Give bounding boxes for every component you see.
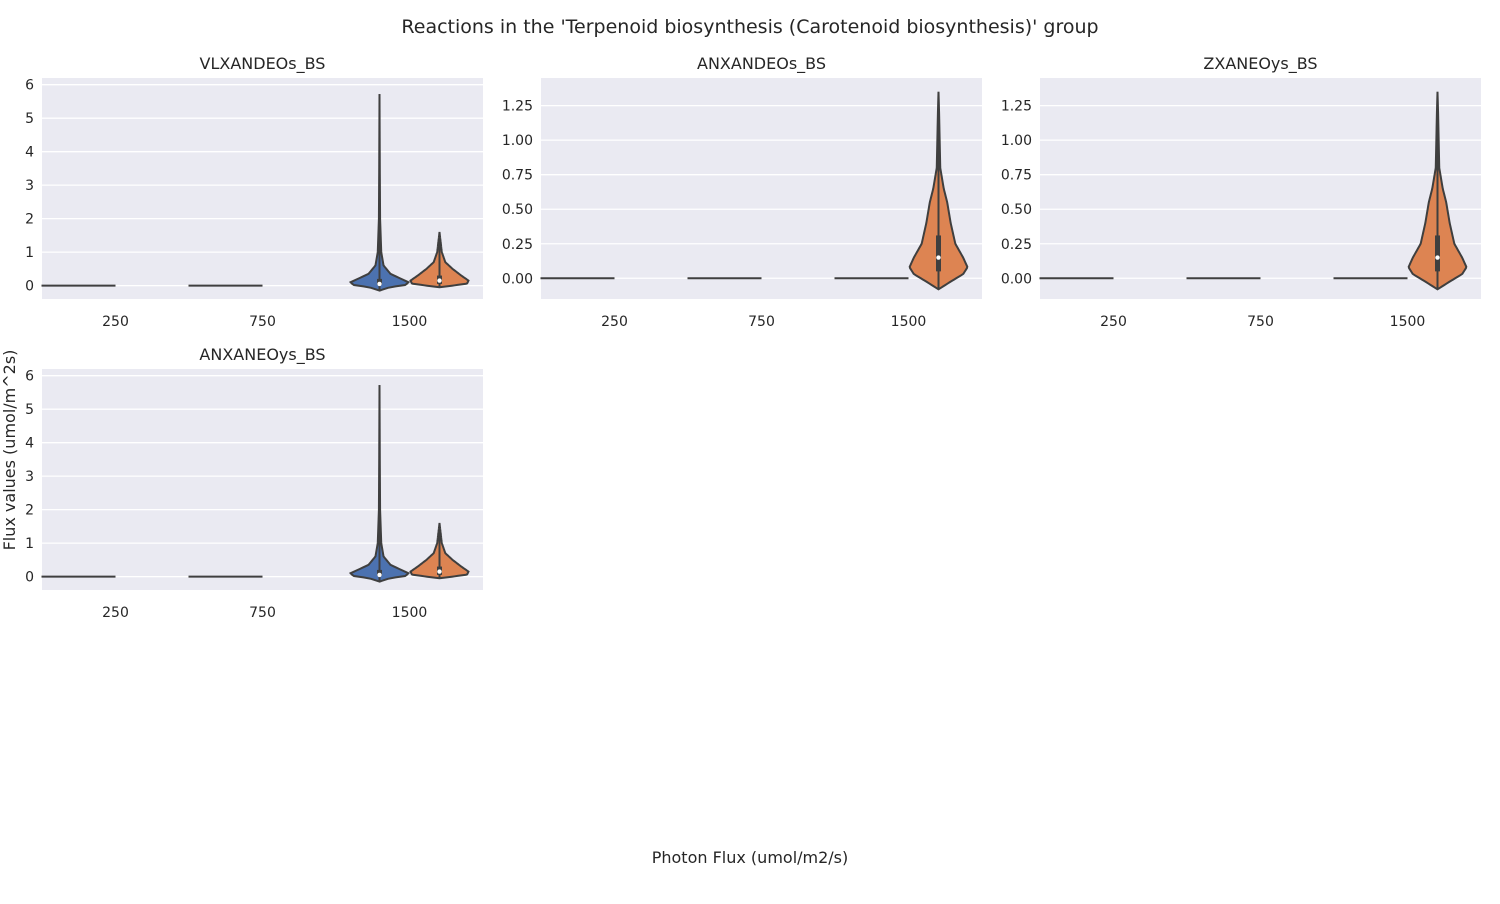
y-tick-label: 3 bbox=[25, 469, 34, 485]
panel-2: 0.00 0.25 0.50 0.75 1.00 1.25 ANXANDEOs_BS 250 7… bbox=[502, 54, 982, 330]
y-tick-label: 5 bbox=[25, 402, 34, 418]
y-tick-label: 0.25 bbox=[1001, 237, 1032, 253]
subplot-title: VLXANDEOs_BS bbox=[200, 54, 326, 74]
x-tick-label: 1500 bbox=[392, 314, 428, 330]
x-tick-label: 250 bbox=[1100, 314, 1127, 330]
violin-median-dot bbox=[1435, 255, 1440, 260]
y-tick-label: 3 bbox=[25, 178, 34, 194]
x-tick-label: 750 bbox=[249, 605, 276, 621]
y-tick-label: 0.75 bbox=[1001, 168, 1032, 184]
y-tick-label: 1.25 bbox=[1001, 99, 1032, 115]
y-tick-label: 0 bbox=[25, 570, 34, 586]
y-tick-label: 4 bbox=[25, 436, 34, 452]
violin-median-dot bbox=[936, 255, 941, 260]
plot-area bbox=[42, 78, 483, 299]
panel-4: 0 1 2 3 4 5 6 ANXANEOys_BS 250 750 1500 bbox=[25, 345, 483, 621]
x-tick-label: 750 bbox=[249, 314, 276, 330]
y-tick-label: 1.25 bbox=[502, 99, 533, 115]
x-tick-label: 250 bbox=[102, 605, 129, 621]
x-tick-label: 1500 bbox=[392, 605, 428, 621]
y-tick-label: 0.50 bbox=[502, 202, 533, 218]
x-tick-label: 750 bbox=[748, 314, 775, 330]
y-tick-label: 5 bbox=[25, 111, 34, 127]
x-tick-label: 1500 bbox=[1390, 314, 1426, 330]
y-tick-label: 2 bbox=[25, 503, 34, 519]
violin-median-dot bbox=[377, 281, 382, 287]
y-tick-label: 0.50 bbox=[1001, 202, 1032, 218]
y-tick-label: 1.00 bbox=[502, 133, 533, 149]
subplot-title: ANXANDEOs_BS bbox=[697, 54, 826, 74]
y-tick-label: 1.00 bbox=[1001, 133, 1032, 149]
plot-area bbox=[541, 78, 982, 299]
x-tick-label: 250 bbox=[102, 314, 129, 330]
y-tick-label: 2 bbox=[25, 212, 34, 228]
y-tick-label: 1 bbox=[25, 536, 34, 552]
plot-area bbox=[1040, 78, 1481, 299]
panel-1: 0 1 2 3 4 5 6 VLXANDEOs_BS 250 750 1500 bbox=[25, 54, 483, 330]
x-tick-label: 1500 bbox=[891, 314, 927, 330]
y-tick-label: 0.75 bbox=[502, 168, 533, 184]
subplot-title: ANXANEOys_BS bbox=[199, 345, 325, 365]
subplot-title: ZXANEOys_BS bbox=[1203, 54, 1317, 74]
y-tick-label: 0.00 bbox=[502, 271, 533, 287]
violin-median-dot bbox=[377, 572, 382, 578]
y-tick-label: 6 bbox=[25, 369, 34, 385]
y-tick-label: 0 bbox=[25, 279, 34, 295]
x-tick-label: 250 bbox=[601, 314, 628, 330]
x-tick-label: 750 bbox=[1247, 314, 1274, 330]
violin-median-dot bbox=[437, 278, 442, 283]
violin-median-dot bbox=[437, 569, 442, 574]
y-tick-label: 4 bbox=[25, 145, 34, 161]
y-tick-label: 0.25 bbox=[502, 237, 533, 253]
figure-ylabel: Flux values (umol/m^2s) bbox=[0, 350, 19, 551]
y-tick-label: 1 bbox=[25, 245, 34, 261]
figure-xlabel: Photon Flux (umol/m2/s) bbox=[652, 848, 849, 867]
y-tick-label: 6 bbox=[25, 78, 34, 94]
plot-area bbox=[42, 369, 483, 590]
panel-3: 0.00 0.25 0.50 0.75 1.00 1.25 ZXANEOys_BS 250 75… bbox=[1001, 54, 1481, 330]
figure-title: Reactions in the 'Terpenoid biosynthesis… bbox=[401, 16, 1098, 38]
y-tick-label: 0.00 bbox=[1001, 271, 1032, 287]
